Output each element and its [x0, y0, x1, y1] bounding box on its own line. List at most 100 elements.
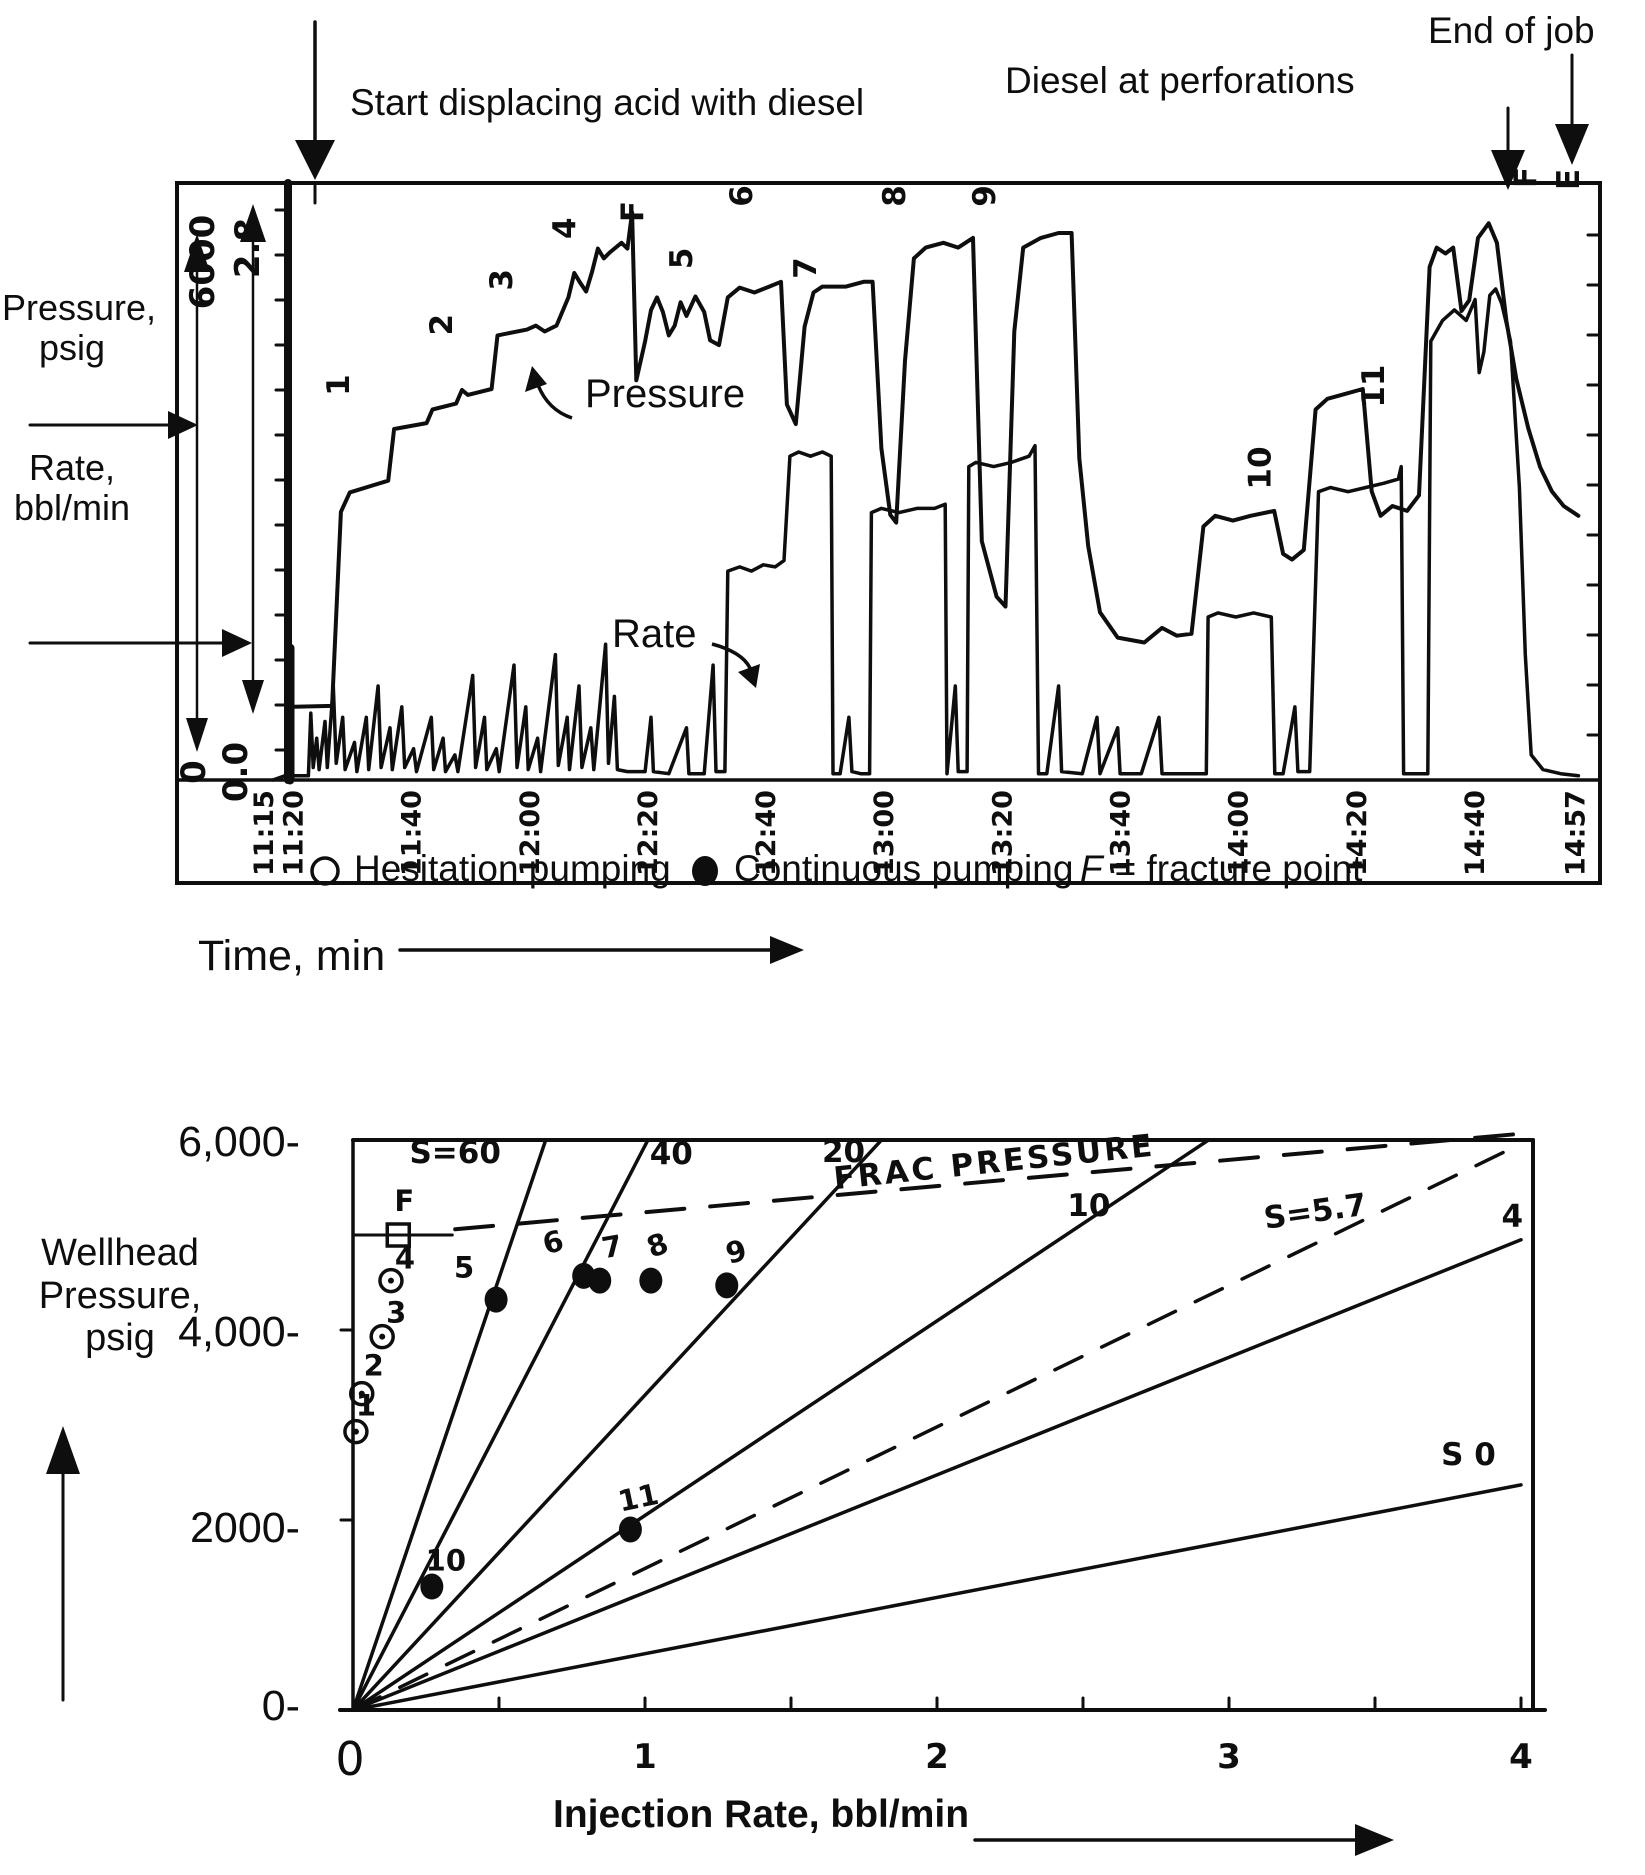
fracture-point-symbol: F [1080, 848, 1103, 889]
point-11-label: 11 [615, 1477, 662, 1519]
point-9-filled-circle [715, 1272, 739, 1299]
stage-label-4: 4 [547, 217, 583, 239]
wellhead-pressure-label: Wellhead Pressure, psig [0, 1232, 240, 1360]
wellhead-arrowhead [46, 1426, 80, 1474]
time-tick-14:57: 14:57 [1560, 790, 1591, 876]
point-10-label: 10 [426, 1544, 466, 1578]
annotation-start-displacing: Start displacing acid with diesel [350, 82, 865, 123]
fan-line-label-S0: S 0 [1441, 1437, 1496, 1473]
time-tick-14:40: 14:40 [1460, 790, 1491, 876]
stage-label-E: E [1551, 169, 1587, 190]
time-axis-arrowhead [770, 936, 804, 964]
point-2-center-dot [358, 1390, 365, 1397]
time-tick-13:00: 13:00 [869, 790, 900, 876]
point-11-filled-circle [618, 1516, 642, 1543]
rate-label-arrowhead [222, 629, 252, 657]
point-4-center-dot [387, 1277, 394, 1284]
point-6-label: 6 [539, 1223, 567, 1261]
wellhead-label-line1: Wellhead [41, 1232, 199, 1274]
dashed-line-S57 [351, 1147, 1512, 1712]
pressure-curve-word: Pressure [585, 372, 746, 416]
dashed-line-FRACPRESSURE [453, 1130, 1538, 1232]
ytick-4000: 4,000- [178, 1308, 300, 1356]
rate-axis-label-line1: Rate, [28, 447, 116, 488]
stage-label-3: 3 [484, 269, 520, 291]
point-2-label: 2 [364, 1349, 384, 1383]
point-8-label: 8 [642, 1226, 673, 1265]
stage-label-F: F [615, 201, 651, 222]
point-3-center-dot [379, 1333, 386, 1340]
legend-label-continuous: Continuous pumping [734, 848, 1074, 889]
stage-label-8: 8 [877, 185, 913, 207]
pressure-axis-label-line2: psig [38, 327, 106, 369]
injection-rate-axis-title: Injection Rate, bbl/min [553, 1793, 970, 1836]
legend-item-continuous: Continuous pumping [688, 848, 1073, 890]
fan-line-4 [351, 1238, 1523, 1712]
legend-label-fracture: = fracture point [1114, 848, 1363, 889]
fan-line-label-20: 20 [822, 1134, 865, 1170]
point-4-label: 4 [395, 1242, 415, 1276]
fan-line-label-S60: S=60 [409, 1135, 500, 1171]
time-tick-12:40: 12:40 [751, 790, 782, 876]
xtick-3: 3 [1217, 1737, 1241, 1777]
ytick-2000: 2000- [190, 1504, 300, 1552]
stage-label-7: 7 [788, 257, 824, 279]
stage-label-6: 6 [724, 185, 760, 207]
stage-label-5: 5 [664, 248, 700, 270]
fan-line-S60 [351, 1138, 548, 1712]
time-axis-title: Time, min [198, 932, 386, 980]
rate-scale-arrowhead-up [240, 204, 266, 242]
rate-axis-label-line2: bbl/min [13, 487, 131, 529]
fan-line-10 [351, 1138, 1211, 1712]
fan-line-20 [351, 1138, 884, 1712]
rate-scale-max-label: 2.8 [228, 218, 268, 278]
rate-axis-label: Rate, bbl/min [2, 447, 142, 529]
end-of-job-arrowhead [1555, 124, 1589, 165]
time-tick-13:40: 13:40 [1106, 790, 1137, 876]
start-displacing-arrowhead [295, 140, 335, 180]
time-tick-14:00: 14:00 [1224, 790, 1255, 876]
pressure-axis-label: Pressure, psig [2, 287, 157, 369]
ytick-6000: 6,000- [178, 1118, 300, 1166]
fan-line-S0 [351, 1483, 1523, 1712]
stage-label-10: 10 [1243, 446, 1279, 489]
point-7-label: 7 [599, 1228, 625, 1265]
rate-word-arrow-shaft [711, 642, 752, 669]
time-tick-12:20: 12:20 [633, 790, 664, 876]
stage-label-1: 1 [321, 374, 357, 396]
point-9-label: 9 [722, 1233, 750, 1271]
point-3-open-circle [369, 1323, 395, 1350]
rate-curve [271, 287, 1581, 782]
rate-word-arrowhead [738, 664, 760, 688]
stage-label-11: 11 [1356, 365, 1392, 408]
injection-rate-arrowhead [1355, 1824, 1394, 1856]
fan-line-label-10: 10 [1067, 1188, 1110, 1224]
open-circle-icon [310, 856, 340, 886]
wellhead-label-line2: Pressure, [38, 1274, 202, 1317]
dashed-line-label-S57: S=5.7 [1262, 1187, 1369, 1237]
pressure-axis-label-line1: Pressure, [2, 287, 157, 328]
legend-item-fracture: F = fracture point [1080, 848, 1362, 890]
pressure-word-arrow-shaft [536, 384, 573, 420]
xtick-4: 4 [1509, 1737, 1533, 1777]
filled-circle-icon [692, 856, 718, 886]
point-4-open-circle [378, 1267, 404, 1294]
point-1-center-dot [352, 1428, 359, 1435]
stage-label-F: F [1508, 167, 1544, 188]
rate-scale-arrowhead-down [242, 680, 264, 714]
legend-label-hesitation: Hesitation pumping [354, 848, 671, 889]
rate-scale-min-label: 0.0 [216, 742, 256, 802]
stage-label-2: 2 [424, 314, 460, 336]
xtick-1: 1 [633, 1737, 657, 1777]
fan-line-label-4: 4 [1501, 1198, 1523, 1234]
fan-line-40 [351, 1138, 650, 1712]
rate-curve-word: Rate [612, 612, 697, 656]
point-5-filled-circle [484, 1286, 508, 1313]
point-5-label: 5 [454, 1251, 474, 1285]
time-tick-14:20: 14:20 [1342, 790, 1373, 876]
pressure-curve [286, 210, 1581, 709]
pressure-word-arrowhead [525, 366, 547, 392]
fan-line-label-40: 40 [650, 1136, 693, 1172]
